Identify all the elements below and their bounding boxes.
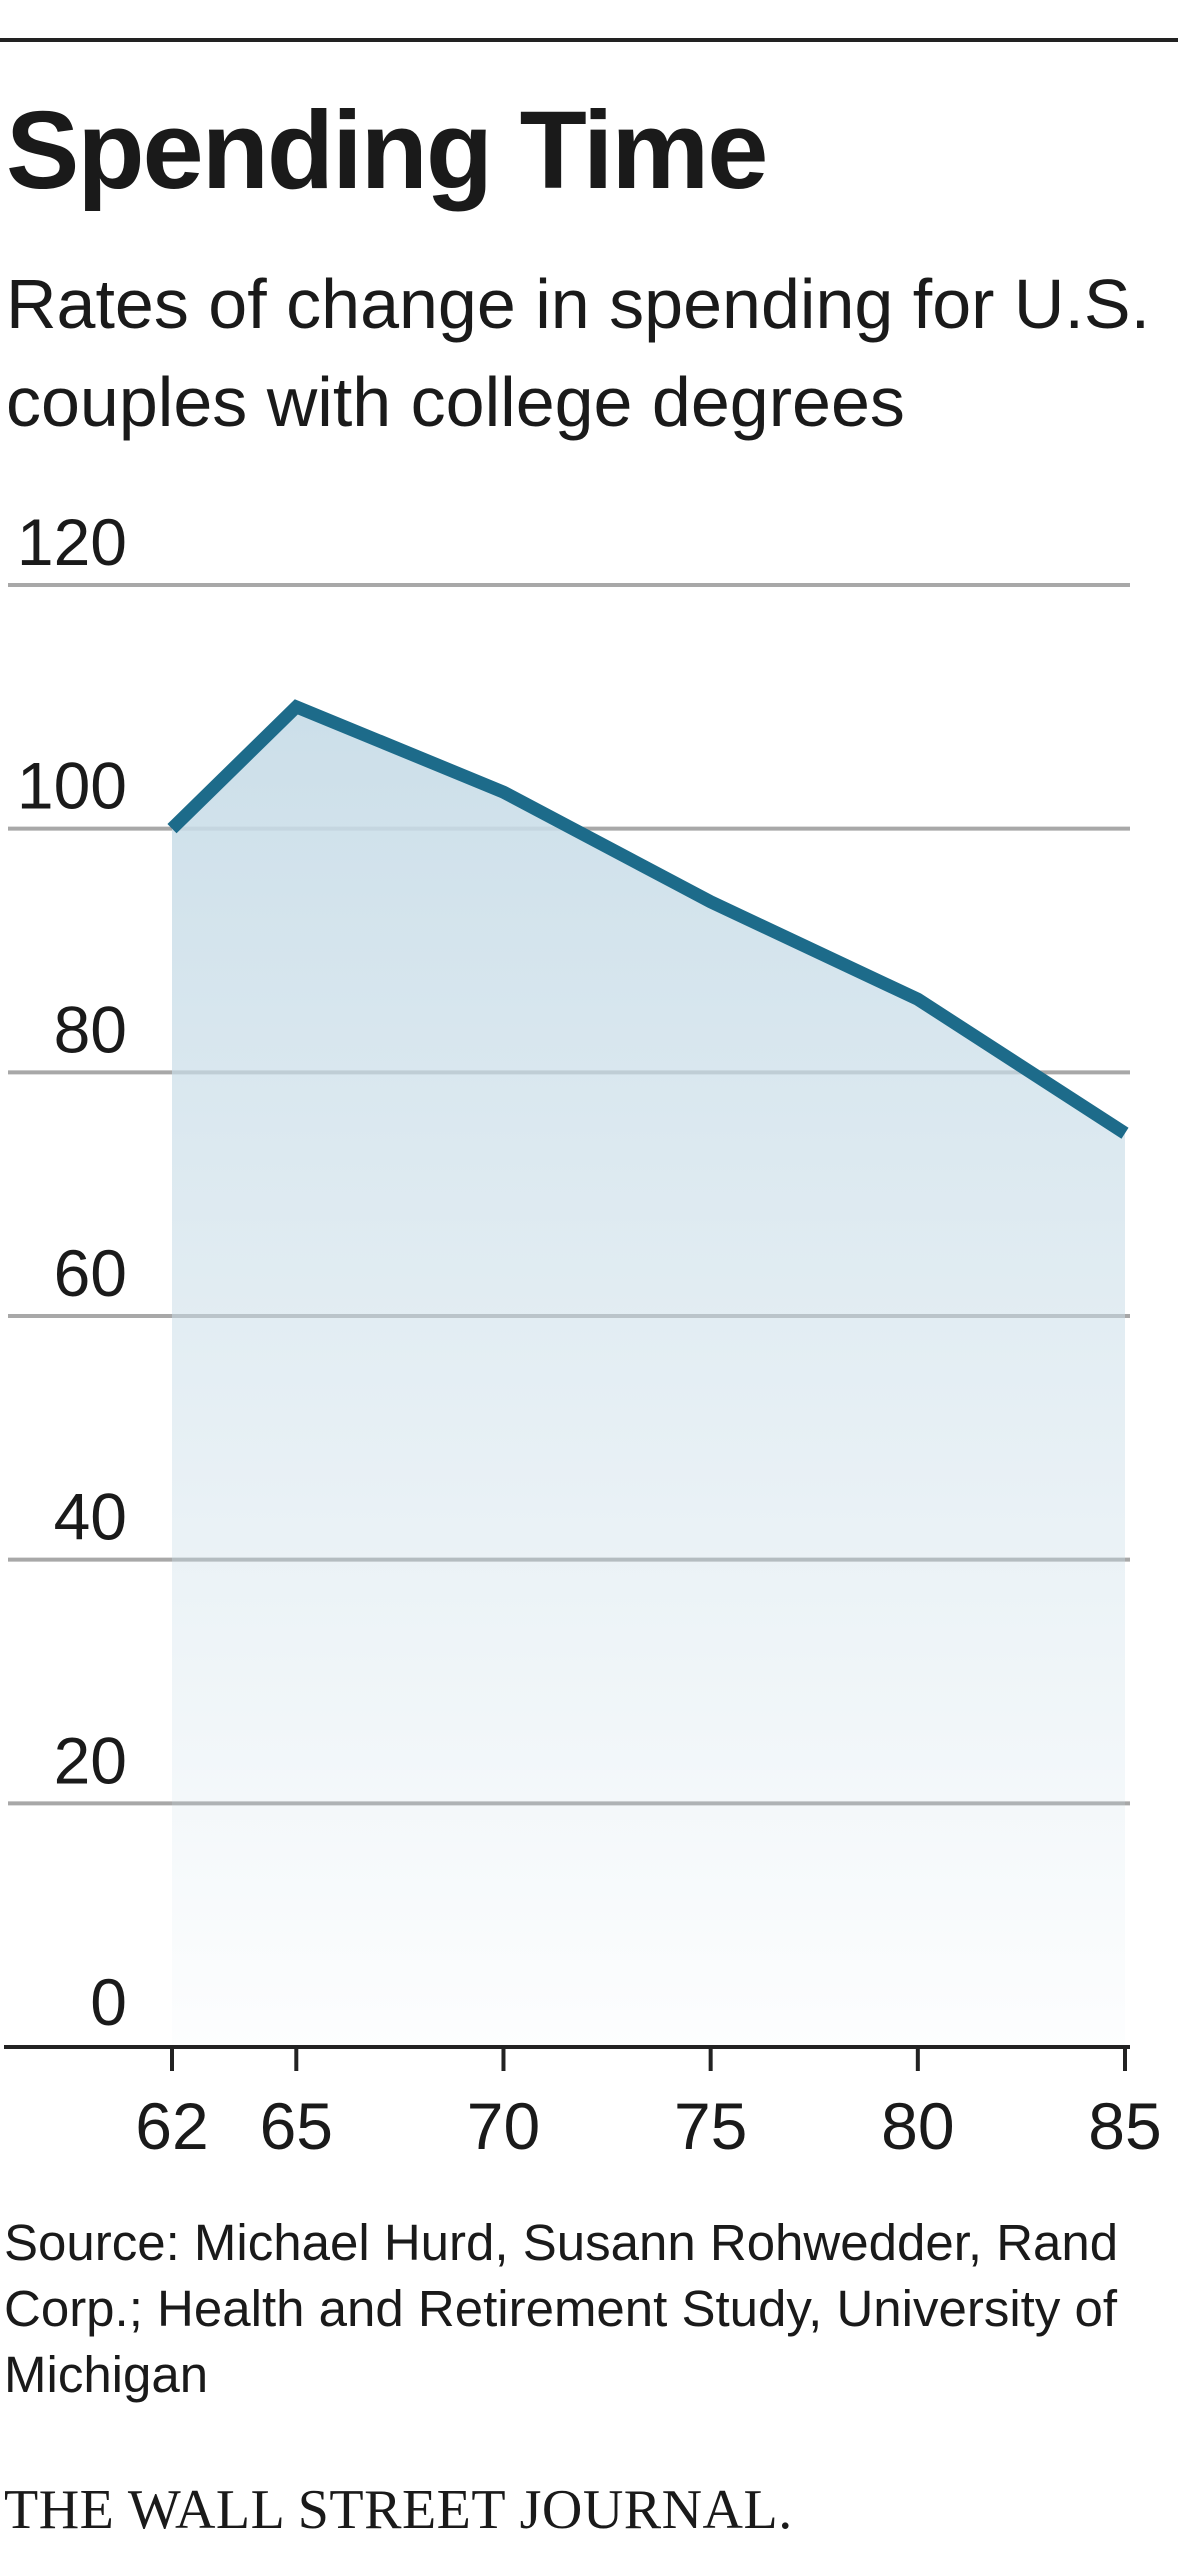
x-tick-label: 70 xyxy=(467,2089,540,2163)
line-area-chart: 0 20 40 60 80 100 120 62 65 70 75 80 85 xyxy=(4,505,1162,2163)
top-rule xyxy=(0,38,1178,42)
y-tick-label: 120 xyxy=(17,505,127,579)
x-tick-label: 65 xyxy=(260,2089,333,2163)
y-tick-label: 40 xyxy=(54,1480,127,1554)
y-tick-label: 80 xyxy=(54,992,127,1066)
chart-title: Spending Time xyxy=(6,89,768,212)
publisher-logo: THE WALL STREET JOURNAL. xyxy=(4,2479,793,2541)
x-tick-label: 62 xyxy=(135,2089,208,2163)
chart-subtitle: Rates of change in spending for U.S. cou… xyxy=(6,265,1151,441)
y-tick-label: 20 xyxy=(54,1723,127,1797)
y-tick-label: 100 xyxy=(17,749,127,823)
source-note: Source: Michael Hurd, Susann Rohwedder, … xyxy=(4,2214,1119,2403)
series-area xyxy=(172,706,1125,2048)
x-tick-label: 75 xyxy=(674,2089,747,2163)
x-tick-label: 85 xyxy=(1088,2089,1161,2163)
y-tick-label: 60 xyxy=(54,1236,127,1310)
series-line xyxy=(167,699,1129,1139)
x-tick-label: 80 xyxy=(881,2089,954,2163)
y-tick-label: 0 xyxy=(90,1965,127,2039)
